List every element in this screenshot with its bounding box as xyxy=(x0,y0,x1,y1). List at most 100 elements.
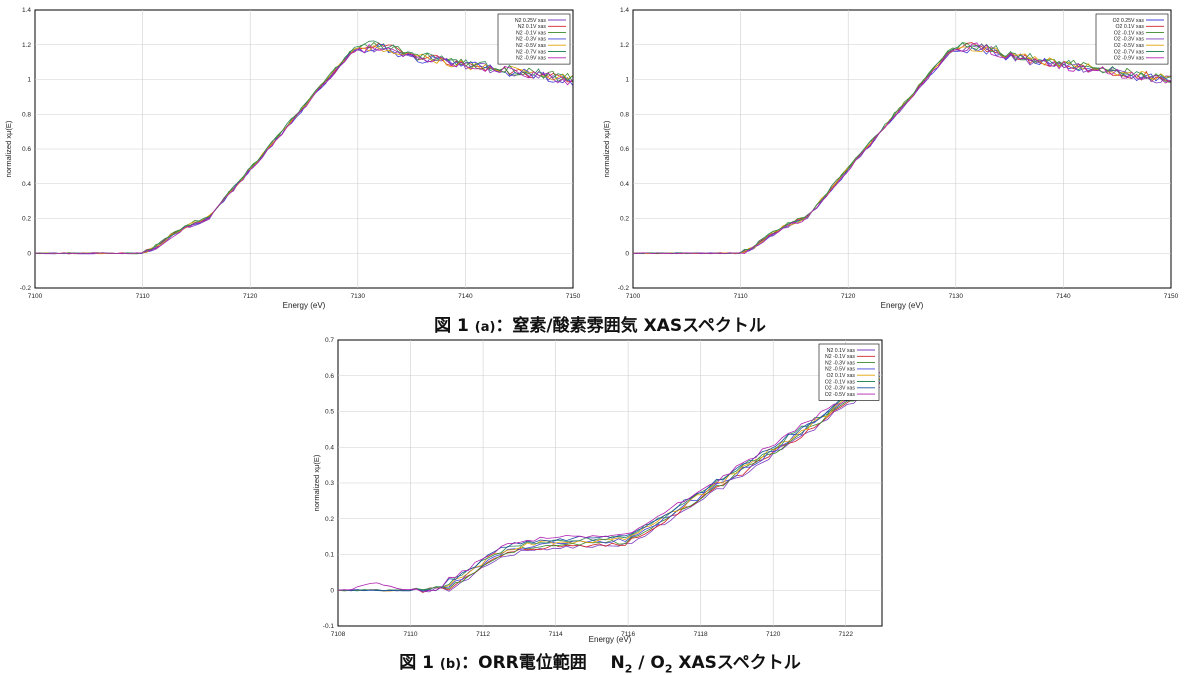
caption-a-text: ：窒素/酸素雰囲気 XASスペクトル xyxy=(495,316,766,336)
a-left-legend-label: N2 -0.9V xas xyxy=(516,56,546,62)
a-right-xtick-label: 7110 xyxy=(734,293,748,300)
b-grid xyxy=(338,340,882,626)
a-right-series-group xyxy=(633,42,1171,255)
a-left-xlabel: Energy (eV) xyxy=(283,301,326,310)
a-left-xtick-label: 7110 xyxy=(136,293,150,300)
b-series-line-3 xyxy=(338,378,881,592)
a-left-ytick-label: 0.2 xyxy=(22,216,31,223)
a-right-xtick-label: 7140 xyxy=(1056,293,1071,300)
caption-b-fig: 図 xyxy=(399,653,417,673)
a-right-ytick-label: 0.2 xyxy=(620,216,629,223)
a-right-legend-label: O2 -0.1V xas xyxy=(1114,30,1145,36)
b-ytick-label: 0.5 xyxy=(325,409,334,416)
a-right-xtick-label: 7150 xyxy=(1164,293,1179,300)
a-right-xlabel: Energy (eV) xyxy=(881,301,924,310)
b-legend-label: N2 0.1V xas xyxy=(827,348,856,354)
a-left-grid xyxy=(35,10,573,288)
b-ytick-label: 0.1 xyxy=(325,552,334,559)
a-left-series-line-7 xyxy=(35,43,573,255)
a-left-xtick-label: 7120 xyxy=(243,293,258,300)
b-xtick-label: 7110 xyxy=(404,631,418,638)
a-left-legend-label: N2 -0.7V xas xyxy=(516,49,546,55)
a-left-xtick-label: 7130 xyxy=(351,293,366,300)
a-right-legend-label: O2 -0.7V xas xyxy=(1114,49,1145,55)
b-legend-box xyxy=(818,343,880,401)
b-series-line-8 xyxy=(338,371,881,593)
caption-b-n-sub: 2 xyxy=(624,662,633,675)
a-right-ytick-label: 0.8 xyxy=(620,111,629,118)
b-legend-label: N2 -0.5V xas xyxy=(825,367,855,373)
a-right-xtick-label: 7130 xyxy=(949,293,964,300)
b-ytick-label: -0.1 xyxy=(323,623,335,630)
b-ytick-label: 0.4 xyxy=(325,444,334,451)
caption-b-text: ：ORR電位範囲 xyxy=(461,653,587,673)
b-series-line-7 xyxy=(338,376,880,592)
a-right-ytick-label: 0.6 xyxy=(620,146,629,153)
a-left-legend-label: N2 -0.3V xas xyxy=(516,37,546,43)
caption-a-num: 1 xyxy=(457,316,469,336)
a-right-ytick-label: -0.2 xyxy=(618,285,630,292)
a-right-ytick-label: 0 xyxy=(625,250,629,257)
a-left-ylabel: normalized xμ(E) xyxy=(4,120,13,177)
b-ytick-label: 0.3 xyxy=(325,480,334,487)
chart-a-right: 7100 7110 7120 7130 7140 7150 -0.2 0 0.2 0.4 0.6 0.… xyxy=(602,7,1179,310)
caption-a: 図 1 (a)：窒素/酸素雰囲気 XASスペクトル xyxy=(0,311,1200,336)
a-left-ytick-label: 0.8 xyxy=(22,111,31,118)
caption-b-n: N xyxy=(610,653,625,673)
a-left-legend-label: N2 0.1V xas xyxy=(518,24,547,30)
a-left-ytick-label: 0.4 xyxy=(22,181,31,188)
b-legend-label: O2 -0.3V xas xyxy=(825,386,856,392)
chart-b: 7108 7110 7112 7114 7116 7118 7120 7122 -0.1 0 0.1… xyxy=(312,337,883,644)
a-left-series-group xyxy=(35,40,573,255)
a-right-ytick-label: 0.4 xyxy=(620,181,629,188)
a-right-legend-label: O2 0.1V xas xyxy=(1115,24,1144,30)
caption-a-sub: (a) xyxy=(474,320,496,335)
a-right-ytick-label: 1.2 xyxy=(620,42,629,49)
b-ylabel: normalized xμ(E) xyxy=(312,454,321,511)
a-right-legend-label: O2 -0.3V xas xyxy=(1114,37,1145,43)
a-right-legend-label: O2 -0.5V xas xyxy=(1114,43,1145,49)
b-xtick-label: 7120 xyxy=(766,631,781,638)
b-ytick-label: 0.2 xyxy=(325,516,334,523)
a-left-ytick-label: 1.2 xyxy=(22,42,31,49)
a-left-ytick-label: -0.2 xyxy=(20,285,32,292)
caption-b-sub: (b) xyxy=(439,657,462,672)
a-left-ytick-label: 0 xyxy=(27,250,31,257)
a-right-legend-label: O2 0.25V xas xyxy=(1113,18,1145,24)
a-left-ytick-label: 0.6 xyxy=(22,146,31,153)
caption-b-o: O xyxy=(650,653,665,673)
a-left-ytick-label: 1.4 xyxy=(22,7,31,14)
b-ytick-label: 0.7 xyxy=(325,337,334,344)
a-right-xtick-label: 7120 xyxy=(841,293,856,300)
b-xlabel: Energy (eV) xyxy=(589,635,632,644)
b-ytick-label: 0 xyxy=(330,587,334,594)
caption-a-fig: 図 xyxy=(434,316,452,336)
caption-b-slash: / xyxy=(632,653,651,673)
caption-b-num: 1 xyxy=(422,653,434,673)
b-legend-label: O2 -0.1V xas xyxy=(825,379,856,385)
a-right-legend-label: O2 -0.9V xas xyxy=(1114,56,1145,62)
b-xtick-label: 7116 xyxy=(621,631,635,638)
a-left-legend-label: N2 -0.1V xas xyxy=(516,30,546,36)
a-left-legend-label: N2 0.25V xas xyxy=(515,18,547,24)
chart-a-left: 7100 7110 7120 7130 7140 7150 -0.2 0 0.2 0.4 0.6 0.… xyxy=(4,7,581,310)
b-ytick-label: 0.6 xyxy=(325,373,334,380)
a-right-series-line-7 xyxy=(633,42,1171,255)
b-legend-label: N2 -0.3V xas xyxy=(825,360,855,366)
b-legend-label: N2 -0.1V xas xyxy=(825,354,855,360)
a-right-ylabel: normalized xμ(E) xyxy=(602,120,611,177)
caption-b-tail: XASスペクトル xyxy=(672,653,801,673)
b-series-group xyxy=(338,371,881,594)
a-right-xtick-label: 7100 xyxy=(626,293,641,300)
a-left-ytick-label: 1 xyxy=(27,77,31,84)
caption-b-o-sub: 2 xyxy=(664,662,673,675)
b-xtick-label: 7122 xyxy=(838,631,853,638)
a-right-ytick-label: 1 xyxy=(625,77,629,84)
b-xtick-label: 7114 xyxy=(549,631,563,638)
a-left-legend-label: N2 -0.5V xas xyxy=(516,43,546,49)
b-legend-label: O2 0.1V xas xyxy=(826,373,855,379)
a-left-xtick-label: 7100 xyxy=(28,293,43,300)
